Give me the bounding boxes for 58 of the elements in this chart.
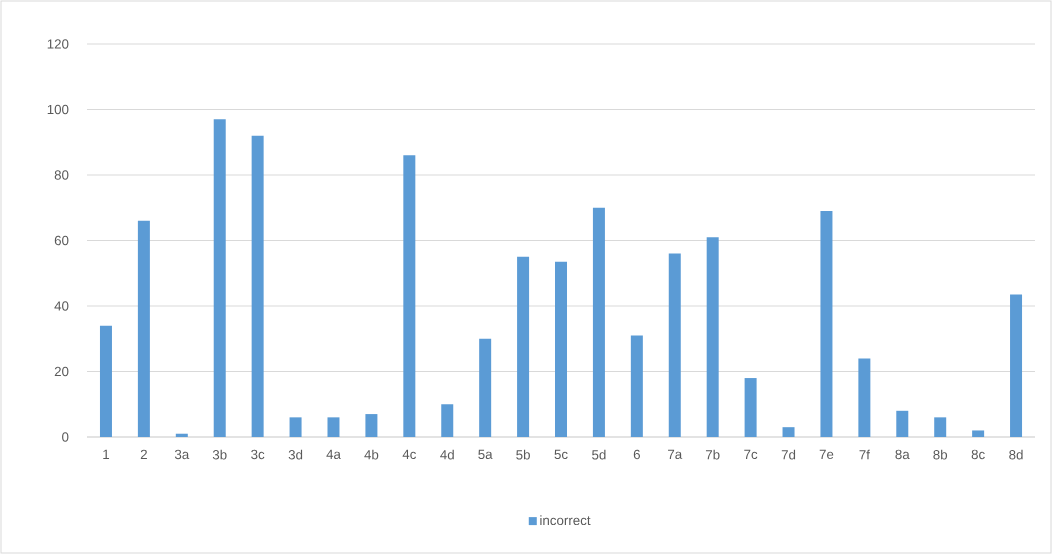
x-tick-label: 3a xyxy=(174,449,190,460)
y-tick-label: 0 xyxy=(62,432,69,442)
x-tick-label: 8a xyxy=(895,449,910,460)
x-tick-label: 6 xyxy=(633,449,640,460)
x-tick-label: 7c xyxy=(744,449,758,460)
bar xyxy=(403,155,416,437)
bar xyxy=(555,261,568,437)
bar xyxy=(706,237,719,437)
y-tick-label: 60 xyxy=(54,235,69,246)
x-tick-label: 7b xyxy=(705,449,720,460)
x-tick-label: 8c xyxy=(971,449,985,460)
x-tick-label: 8d xyxy=(1009,449,1023,460)
bar xyxy=(251,135,264,437)
bar xyxy=(668,253,681,437)
x-tick-label: 3b xyxy=(212,449,227,460)
bar xyxy=(592,207,605,437)
bar xyxy=(858,358,871,437)
bar xyxy=(972,430,985,437)
x-tick-label: 7a xyxy=(668,449,683,460)
x-tick-label: 5a xyxy=(478,449,493,460)
x-tick-label: 4b xyxy=(364,449,379,460)
x-tick-label: 7e xyxy=(819,449,834,460)
x-tick-label: 4d xyxy=(440,449,454,460)
x-tick-label: 8b xyxy=(933,449,948,460)
bar xyxy=(289,417,302,437)
y-tick-label: 40 xyxy=(54,301,69,311)
x-tick-label: 7d xyxy=(781,449,796,460)
bar xyxy=(327,417,340,437)
x-tick-label: 5c xyxy=(554,449,568,460)
x-tick-label: 5d xyxy=(592,449,606,460)
bar xyxy=(517,256,530,437)
bar xyxy=(137,220,150,437)
bar xyxy=(820,211,833,437)
bar xyxy=(479,338,492,437)
bar xyxy=(934,417,947,437)
bar xyxy=(99,325,112,437)
x-tick-label: 4c xyxy=(402,449,417,460)
bar xyxy=(744,378,757,437)
bar xyxy=(782,427,795,437)
bar xyxy=(175,433,188,437)
y-tick-label: 80 xyxy=(54,170,69,180)
legend-label: incorrect xyxy=(540,515,591,526)
x-tick-label: 7f xyxy=(859,449,870,460)
x-tick-label: 4a xyxy=(326,449,341,460)
bar xyxy=(365,414,378,437)
x-tick-label: 3d xyxy=(288,449,303,460)
y-tick-label: 20 xyxy=(54,366,69,377)
y-tick-label: 120 xyxy=(47,39,69,49)
bar xyxy=(1010,294,1023,437)
bar xyxy=(441,404,454,437)
bar xyxy=(630,335,643,437)
x-tick-label: 3c xyxy=(251,449,265,460)
bar xyxy=(896,410,909,437)
x-tick-label: 5b xyxy=(516,449,530,460)
x-tick-label: 1 xyxy=(103,449,110,459)
bar xyxy=(213,119,226,437)
y-tick-label: 100 xyxy=(47,104,69,115)
x-tick-label: 2 xyxy=(140,449,147,460)
